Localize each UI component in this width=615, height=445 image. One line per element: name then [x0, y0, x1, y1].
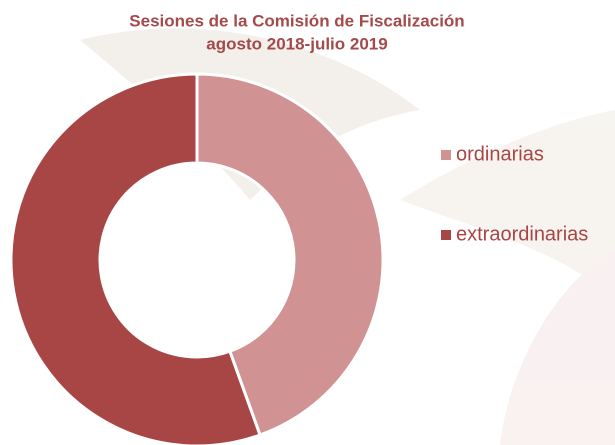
- page: Sesiones de la Comisión de Fiscalización…: [0, 0, 615, 445]
- watermark-shape: [500, 250, 615, 445]
- legend-marker: [441, 150, 451, 160]
- watermark-shape: [400, 110, 615, 300]
- chart-title: Sesiones de la Comisión de Fiscalización: [129, 11, 464, 30]
- legend-marker: [441, 230, 451, 240]
- chart: Sesiones de la Comisión de Fiscalización…: [0, 0, 615, 445]
- legend-text: ordinarias: [456, 143, 544, 165]
- legend-text: extraordinarias: [456, 223, 588, 245]
- chart-subtitle: agosto 2018-julio 2019: [206, 34, 387, 53]
